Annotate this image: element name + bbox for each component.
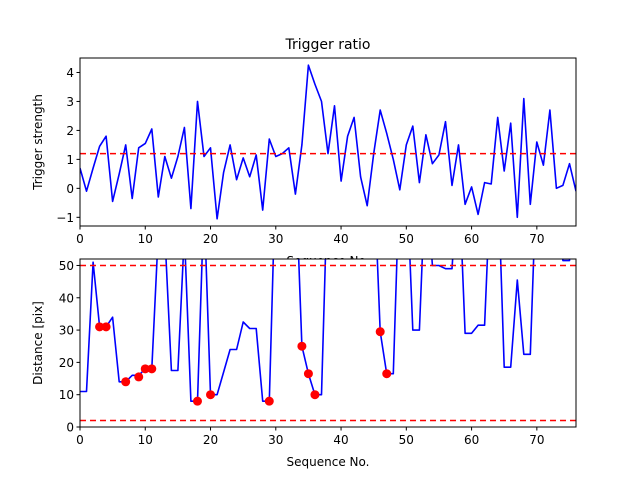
- x-tick-label: 10: [138, 433, 153, 447]
- y-tick-label: 1: [66, 153, 74, 167]
- axes-background: [80, 259, 576, 427]
- y-axis-ticks: 0 10 20 30 40 50: [59, 259, 80, 435]
- data-point: [303, 369, 313, 379]
- x-tick-label: 40: [333, 232, 348, 246]
- x-axis-ticks: 0 10 20 30 40 50 60 70: [76, 226, 544, 246]
- data-point: [297, 341, 307, 351]
- y-tick-label: 2: [66, 124, 74, 138]
- y-tick-label: 50: [59, 259, 74, 273]
- x-axis-label: Sequence No.: [287, 455, 370, 469]
- y-tick-label: 10: [59, 388, 74, 402]
- data-point: [382, 369, 392, 379]
- data-point: [134, 372, 144, 382]
- data-point: [264, 396, 274, 406]
- axes-frame: [79, 57, 577, 227]
- x-tick-label: 70: [529, 433, 544, 447]
- y-tick-label: 20: [59, 356, 74, 370]
- x-tick-label: 50: [399, 433, 414, 447]
- x-tick-label: 60: [464, 433, 479, 447]
- y-tick-label: −1: [56, 211, 74, 225]
- x-tick-label: 30: [268, 433, 283, 447]
- x-tick-label: 20: [203, 232, 218, 246]
- x-axis-ticks: 0 10 20 30 40 50 60 70: [76, 427, 544, 447]
- y-tick-label: 0: [66, 182, 74, 196]
- plot-area: [80, 259, 576, 422]
- series-line: [80, 64, 576, 220]
- data-point: [95, 322, 105, 332]
- x-tick-label: 10: [138, 232, 153, 246]
- x-tick-label: 30: [268, 232, 283, 246]
- axes-frame: [79, 258, 577, 428]
- plot-area: [80, 64, 576, 220]
- x-tick-label: 40: [333, 433, 348, 447]
- data-point: [140, 364, 150, 374]
- data-point: [121, 377, 131, 387]
- data-point: [206, 390, 216, 400]
- distance-panel: 0 10 20 30 40 50 60 70 0 10 20 30 40 50 Sequence No.…: [31, 258, 577, 469]
- y-axis-label: Trigger strength: [31, 94, 45, 191]
- x-tick-label: 60: [464, 232, 479, 246]
- data-point: [101, 322, 111, 332]
- chart-title: Trigger ratio: [284, 37, 370, 53]
- data-point: [147, 364, 157, 374]
- y-tick-label: 40: [59, 291, 74, 305]
- data-point: [192, 396, 202, 406]
- y-axis-ticks: −1 0 1 2 3 4: [56, 66, 80, 225]
- x-tick-label: 70: [529, 232, 544, 246]
- x-tick-label: 0: [76, 232, 84, 246]
- x-tick-label: 20: [203, 433, 218, 447]
- data-point: [310, 390, 320, 400]
- y-tick-label: 4: [66, 66, 74, 80]
- y-tick-label: 3: [66, 95, 74, 109]
- y-axis-label: Distance [pix]: [31, 301, 45, 385]
- y-tick-label: 0: [66, 421, 74, 435]
- y-tick-label: 30: [59, 324, 74, 338]
- x-tick-label: 0: [76, 433, 84, 447]
- data-point: [375, 327, 385, 337]
- x-tick-label: 50: [399, 232, 414, 246]
